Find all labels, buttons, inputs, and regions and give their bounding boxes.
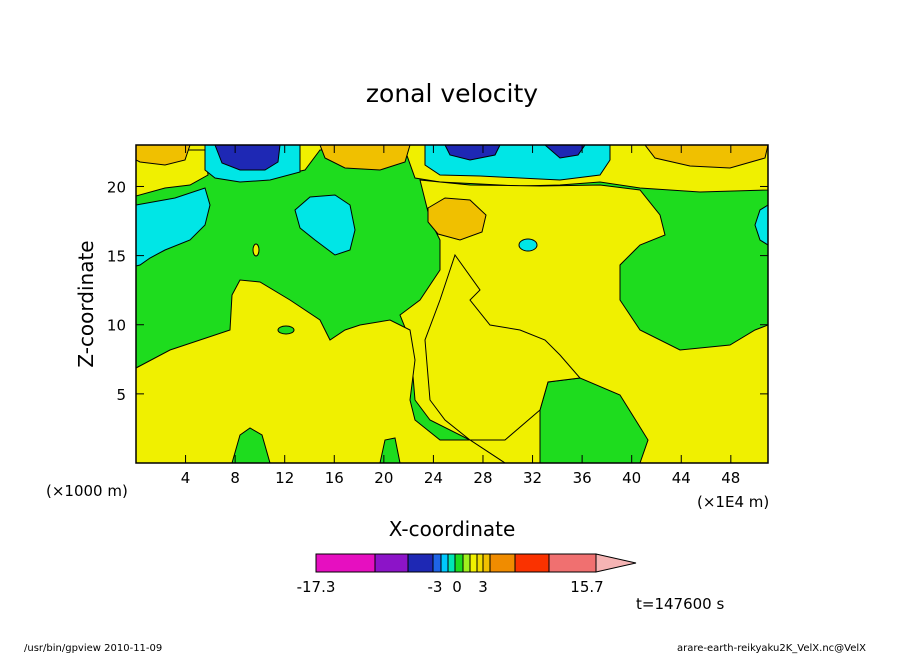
colorbar-extension-arrow	[595, 553, 637, 573]
x-tick-label: 8	[230, 469, 240, 487]
colorbar-tick-neg3: -3	[428, 578, 443, 596]
colorbar-segment	[447, 553, 456, 573]
colorbar-tick-min: -17.3	[297, 578, 336, 596]
cyan-right-edge	[754, 204, 768, 246]
contour-field	[136, 145, 768, 463]
x-tick-label: 16	[325, 469, 344, 487]
yellow-lower-left	[136, 279, 506, 463]
time-label: t=147600 s	[636, 595, 724, 613]
colorbar-segment	[489, 553, 516, 573]
top-blue-cell-28km	[444, 145, 501, 161]
footer-left: /usr/bin/gpview 2010-11-09	[24, 643, 162, 654]
colorbar-segment	[476, 553, 484, 573]
x-axis-label: X-coordinate	[389, 517, 516, 541]
colorbar-segment	[315, 553, 376, 573]
colorbar-segment	[462, 553, 471, 573]
footer-right: arare-earth-reikyaku2K_VelX.nc@VelX	[677, 643, 866, 654]
x-tick-label: 40	[622, 469, 641, 487]
x-tick-label: 24	[424, 469, 443, 487]
x-tick-label: 28	[473, 469, 492, 487]
colorbar-segment	[454, 553, 464, 573]
colorbar	[315, 553, 637, 573]
x-tick-label: 44	[672, 469, 691, 487]
y-tick-label: 10	[107, 317, 126, 335]
colorbar-segment	[440, 553, 449, 573]
y-axis-label: Z-coordinate	[74, 240, 98, 367]
colorbar-tick-3: 3	[478, 578, 488, 596]
x-tick-label: 32	[523, 469, 542, 487]
y-tick-label: 15	[107, 248, 126, 266]
plot-frame	[135, 144, 769, 464]
x-tick-label: 48	[721, 469, 740, 487]
yellow-spot-10km	[252, 243, 260, 257]
x-tick-label: 4	[181, 469, 191, 487]
x-tick-label: 12	[275, 469, 294, 487]
x-unit-left: (×1000 m)	[46, 482, 128, 500]
x-tick-group: 4 8 12 16 20 24 28 32 36 40 44 48	[181, 145, 740, 487]
x-tick-label: 36	[573, 469, 592, 487]
colorbar-segment	[469, 553, 478, 573]
cyan-left-edge	[136, 187, 211, 267]
y-tick-label: 5	[116, 386, 126, 404]
colorbar-segment	[514, 553, 550, 573]
colorbar-segment	[407, 553, 434, 573]
top-orange-cell-46km	[644, 145, 768, 169]
cyan-blob-15km	[294, 194, 356, 256]
orange-blob-26km	[427, 197, 487, 241]
top-blue-cell-10km	[214, 145, 281, 171]
colorbar-tick-max: 15.7	[570, 578, 603, 596]
y-tick-group: 5 10 15 20	[107, 178, 768, 404]
x-unit-right: (×1E4 m)	[697, 493, 769, 511]
top-orange-cell-18km	[319, 145, 411, 171]
green-spot-12km	[277, 325, 295, 335]
upper-left-orange	[136, 145, 191, 166]
x-tick-label: 20	[374, 469, 393, 487]
chart-title: zonal velocity	[366, 79, 538, 108]
colorbar-segment	[548, 553, 597, 573]
cyan-spot-32km	[518, 238, 538, 252]
colorbar-segment	[482, 553, 491, 573]
y-tick-label: 20	[107, 178, 126, 196]
colorbar-segment	[374, 553, 409, 573]
top-blue-cell-34km	[544, 145, 586, 159]
colorbar-tick-0: 0	[452, 578, 462, 596]
yellow-bay	[424, 253, 581, 441]
colorbar-segment	[432, 553, 442, 573]
